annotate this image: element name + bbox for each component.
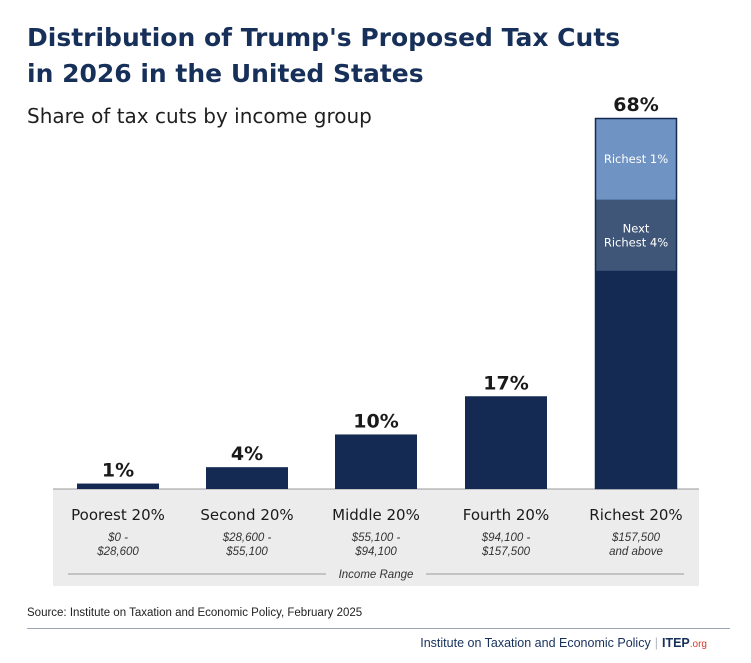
footer-separator: |: [654, 636, 658, 650]
category-label-4: Fourth 20%: [463, 506, 549, 524]
range-label-2-1: $28,600 -: [222, 532, 272, 544]
footer-divider: [27, 628, 730, 629]
bar-1: [77, 483, 159, 489]
value-label-3: 10%: [353, 410, 398, 432]
value-label-4: 17%: [483, 372, 528, 394]
x-axis-band: [53, 489, 699, 586]
category-label-3: Middle 20%: [332, 506, 420, 524]
bar-4: [465, 396, 547, 489]
range-label-3-2: $94,100: [354, 546, 397, 558]
range-label-1-1: $0 -: [107, 532, 128, 544]
source-note: Source: Institute on Taxation and Econom…: [27, 607, 363, 619]
bar-5-outline: [594, 117, 678, 490]
chart-title-line-1: Distribution of Trump's Proposed Tax Cut…: [27, 23, 621, 52]
segment-label-1-1: Richest 1%: [604, 152, 668, 166]
footer-credit: Institute on Taxation and Economic Polic…: [420, 636, 707, 650]
category-label-5: Richest 20%: [589, 506, 682, 524]
bar-segment-1: [595, 118, 677, 200]
bar-segment-2: [595, 199, 677, 271]
range-label-4-2: $157,500: [481, 546, 531, 558]
itep-logo: ITEP: [661, 636, 690, 650]
value-label-2: 4%: [231, 443, 263, 465]
range-label-1-2: $28,600: [96, 546, 139, 558]
chart-subtitle: Share of tax cuts by income group: [27, 104, 372, 128]
range-label-4-1: $94,100 -: [481, 532, 531, 544]
segment-label-2-2: Richest 4%: [604, 235, 668, 249]
range-label-3-1: $55,100 -: [351, 532, 401, 544]
range-label-5-2: and above: [609, 546, 663, 558]
chart-title: Distribution of Trump's Proposed Tax Cut…: [27, 20, 727, 92]
value-label-1: 1%: [102, 460, 134, 482]
category-label-1: Poorest 20%: [71, 506, 165, 524]
x-axis-title: Income Range: [339, 569, 414, 581]
bar-3: [335, 434, 417, 489]
range-label-2-2: $55,100: [225, 546, 268, 558]
org-name: Institute on Taxation and Economic Polic…: [420, 636, 651, 650]
bar-chart: 1% Poorest 20% $0 - $28,600 4% Second 20% $28,…: [53, 94, 699, 586]
segment-label-2-1: Next: [623, 221, 650, 235]
range-label-5-1: $157,500: [611, 532, 661, 544]
bar-2: [206, 467, 288, 489]
itep-logo-suffix: .org: [689, 639, 707, 650]
category-label-2: Second 20%: [200, 506, 293, 524]
value-label-5: 68%: [613, 94, 658, 116]
chart-title-line-2: in 2026 in the United States: [27, 59, 424, 88]
